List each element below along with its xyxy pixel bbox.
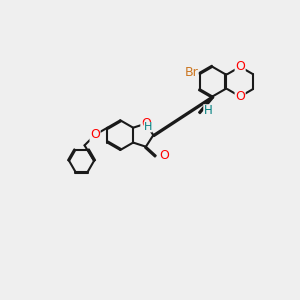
Text: Br: Br — [184, 66, 198, 79]
Text: H: H — [144, 122, 152, 132]
Text: O: O — [159, 149, 169, 162]
Text: O: O — [235, 60, 245, 73]
Text: O: O — [90, 128, 100, 141]
Text: H: H — [203, 104, 212, 118]
Text: O: O — [235, 90, 245, 103]
Text: O: O — [141, 117, 151, 130]
